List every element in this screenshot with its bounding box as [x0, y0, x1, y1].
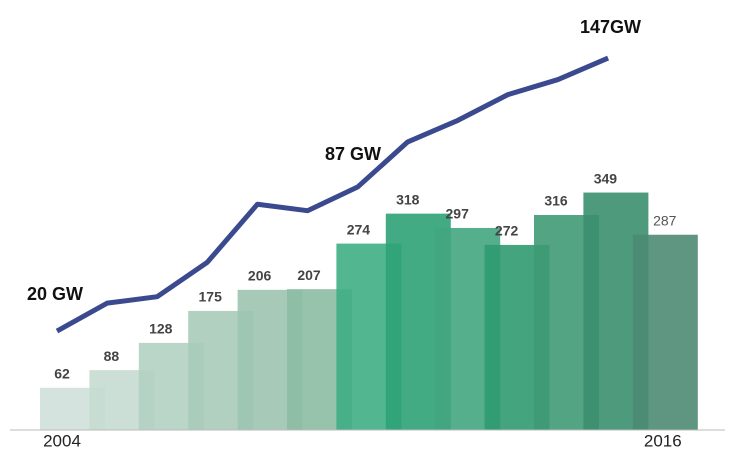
data-label: 128 [149, 321, 173, 337]
data-label: 349 [594, 170, 618, 186]
data-label: 318 [396, 191, 420, 207]
x-tick-label: 2004 [43, 431, 81, 450]
data-label: 62 [54, 366, 70, 382]
data-label: 272 [495, 223, 519, 239]
annotation: 87 GW [325, 144, 381, 164]
data-label: 175 [199, 289, 223, 305]
bar [632, 234, 698, 430]
line [55, 55, 610, 334]
data-label: 297 [446, 206, 470, 222]
x-tick-label: 2016 [644, 431, 682, 450]
annotation: 147GW [580, 17, 641, 37]
data-label: 287 [653, 212, 677, 228]
data-label: 88 [104, 348, 120, 364]
data-label: 316 [544, 193, 568, 209]
annotation: 20 GW [27, 284, 83, 304]
data-label: 274 [347, 221, 371, 237]
data-label: 206 [248, 268, 272, 284]
data-label: 207 [297, 267, 321, 283]
